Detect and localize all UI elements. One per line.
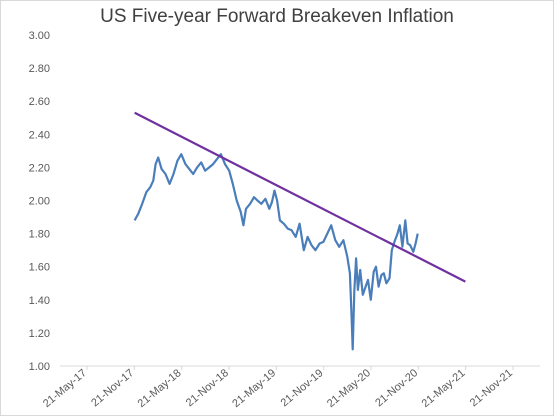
x-tick-label: 21-May-21	[420, 367, 468, 410]
y-tick-label: 1.80	[29, 229, 50, 241]
x-tick-label: 21-May-19	[230, 367, 278, 410]
x-tick-label: 21-Nov-20	[373, 367, 420, 409]
y-tick-label: 2.40	[29, 129, 50, 141]
y-tick-label: 1.00	[29, 361, 50, 373]
x-tick-label: 21-Nov-19	[279, 367, 326, 409]
y-tick-label: 1.60	[29, 262, 50, 274]
y-tick-label: 2.20	[29, 162, 50, 174]
y-tick-label: 2.60	[29, 96, 50, 108]
breakeven-inflation-line	[133, 153, 419, 351]
x-tick-label: 21-Nov-18	[184, 367, 231, 409]
y-axis-ticks: 1.00 1.20 1.40 1.60 1.80 2.00 2.20 2.40 2.60 2.80…	[29, 30, 50, 373]
x-tick-label: 21-Nov-17	[89, 367, 136, 409]
downward-trendline	[134, 111, 466, 283]
chart-title: US Five-year Forward Breakeven Inflation	[100, 6, 454, 27]
x-tick-label: 21-May-18	[136, 367, 184, 410]
y-tick-label: 2.00	[29, 196, 50, 208]
x-tick-label: 21-May-20	[325, 367, 373, 410]
x-tick-label: 21-May-17	[41, 367, 89, 410]
y-tick-label: 3.00	[29, 30, 50, 42]
x-tick-label: 21-Nov-21	[468, 367, 515, 409]
x-axis-ticks: 21-May-17 21-Nov-17 21-May-18 21-Nov-18 21-M…	[41, 366, 515, 410]
y-tick-label: 1.40	[29, 295, 50, 307]
y-tick-label: 2.80	[29, 63, 50, 75]
y-tick-label: 1.20	[29, 328, 50, 340]
